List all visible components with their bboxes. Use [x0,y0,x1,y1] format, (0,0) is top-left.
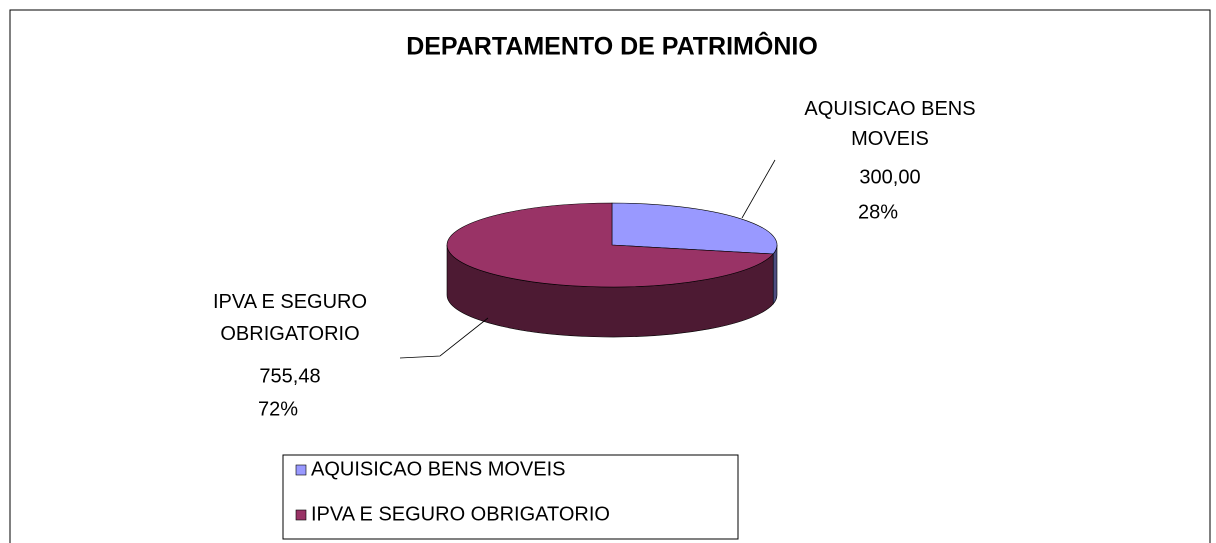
legend-box [282,454,739,540]
data-label-percent: 72% [258,398,298,420]
data-label-category: AQUISICAO BENS MOVEIS [804,98,975,150]
leader-line [399,317,489,359]
chart-title: DEPARTAMENTO DE PATRIMÔNIO [406,31,818,61]
data-label-percent: 28% [858,201,898,223]
legend-label: IPVA E SEGURO OBRIGATORIO [311,503,610,525]
legend-label: AQUISICAO BENS MOVEIS [311,458,566,480]
pie-slice [611,202,778,255]
data-label-value: 300,00 [859,166,920,188]
data-label-value: 755,48 [259,365,320,387]
pie-slice-side [772,244,778,305]
data-label-category: IPVA E SEGURO OBRIGATORIO [213,291,367,345]
legend-swatch [295,464,307,476]
legend-swatch [295,509,307,521]
pie-slice [446,202,774,288]
leader-line [741,159,776,219]
